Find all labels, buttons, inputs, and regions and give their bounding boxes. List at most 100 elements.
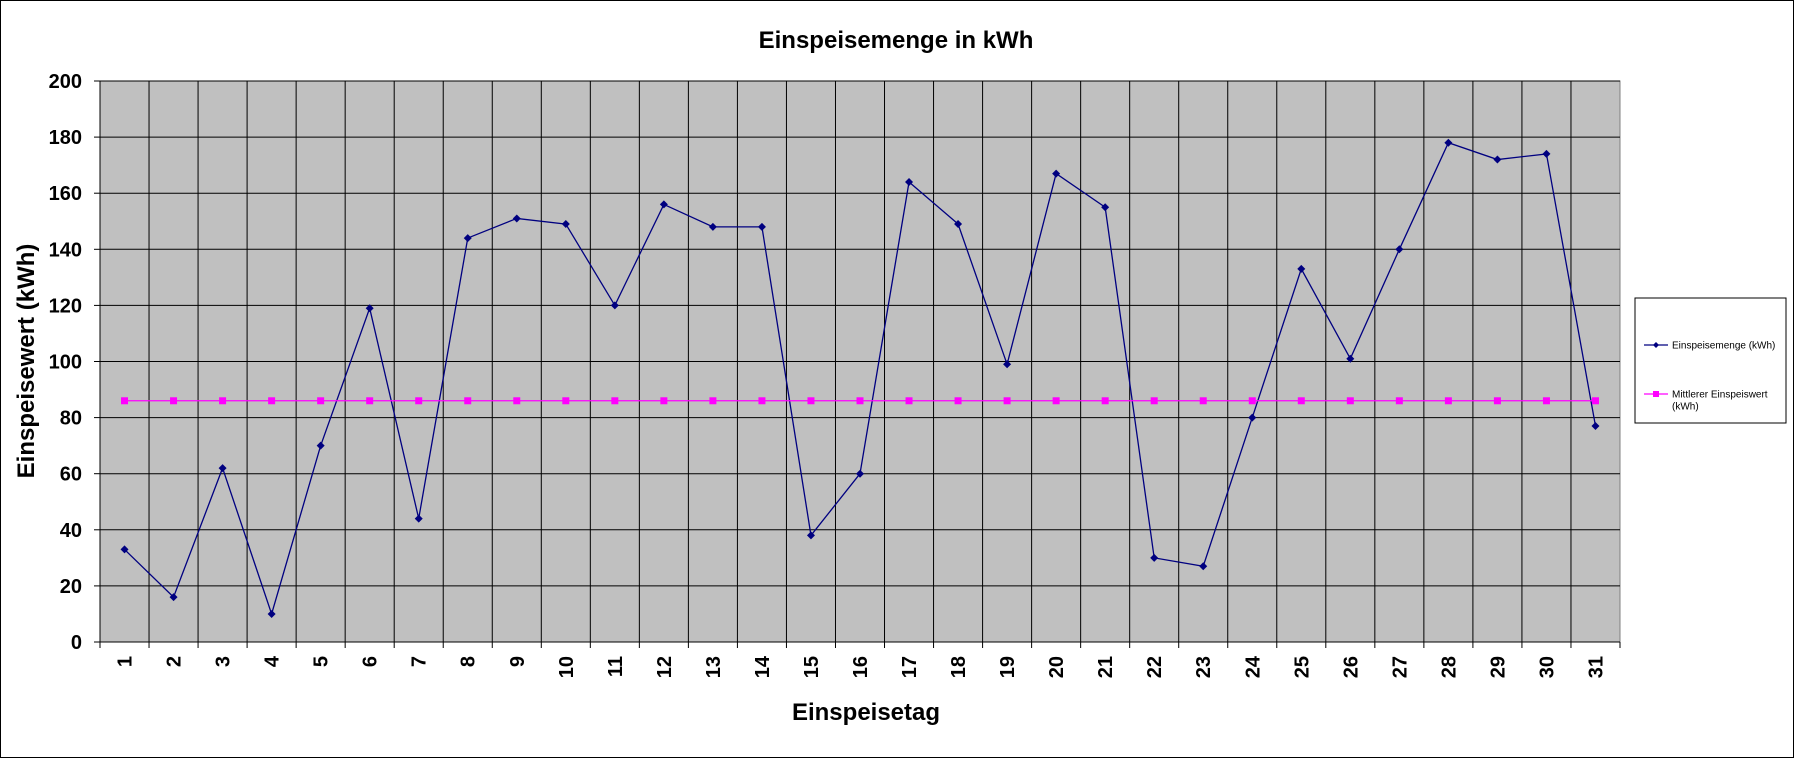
data-point <box>1199 397 1207 405</box>
data-point <box>1101 397 1109 405</box>
data-point <box>415 397 423 405</box>
data-point <box>317 397 325 405</box>
x-tick-label: 6 <box>360 656 382 667</box>
y-tick-label: 200 <box>49 71 82 93</box>
data-point <box>1052 397 1060 405</box>
data-point <box>1150 397 1158 405</box>
x-tick-label: 27 <box>1389 656 1411 678</box>
data-point <box>905 397 913 405</box>
data-point <box>807 397 815 405</box>
x-tick-label: 23 <box>1193 656 1215 678</box>
data-point <box>169 593 178 602</box>
data-point <box>611 397 619 405</box>
x-tick-label: 28 <box>1438 656 1460 678</box>
data-point <box>660 397 668 405</box>
x-tick-label: 1 <box>115 656 137 667</box>
x-tick-label: 29 <box>1487 656 1509 678</box>
series-layer <box>120 138 1600 618</box>
x-tick-label: 22 <box>1144 656 1166 678</box>
y-tick-label: 0 <box>71 632 82 654</box>
y-tick-label: 120 <box>49 295 82 317</box>
data-point <box>1297 397 1305 405</box>
legend-label: Einspeisemenge (kWh) <box>1672 341 1775 352</box>
x-tick-label: 14 <box>752 655 774 678</box>
x-tick-label: 26 <box>1340 656 1362 678</box>
data-point <box>708 222 717 231</box>
x-tick-label: 31 <box>1585 656 1607 678</box>
data-point <box>365 304 374 313</box>
data-point <box>954 220 963 229</box>
data-point <box>806 531 815 540</box>
data-point <box>905 177 914 186</box>
x-tick-label: 9 <box>507 656 529 667</box>
data-point <box>1003 397 1011 405</box>
x-axis-ticks: 1 2 3 4 5 6 7 8 9 10 11 12 13 14 15 16 17 18 19 20 21 22 23 24 2… <box>99 642 1621 678</box>
data-point <box>218 464 227 473</box>
x-tick-label: 18 <box>948 656 970 678</box>
data-point <box>170 397 178 405</box>
legend-label: Mittlerer Einspeiswert (kWh) <box>1672 390 1768 413</box>
y-tick-label: 180 <box>49 127 82 149</box>
data-point <box>1101 203 1110 212</box>
data-point <box>1395 397 1403 405</box>
x-tick-label: 2 <box>164 656 186 667</box>
data-point <box>1493 155 1502 164</box>
data-point <box>219 397 227 405</box>
data-point <box>513 397 521 405</box>
data-point <box>512 214 521 223</box>
legend-swatch-marker <box>1653 342 1659 348</box>
data-point <box>1493 397 1501 405</box>
x-tick-label: 30 <box>1536 656 1558 678</box>
y-tick-label: 40 <box>60 520 82 542</box>
data-point <box>366 397 374 405</box>
x-tick-label: 15 <box>801 656 823 678</box>
data-point <box>1346 354 1355 363</box>
data-point <box>1052 169 1061 178</box>
data-point <box>1591 397 1599 405</box>
data-point <box>1248 413 1257 422</box>
data-point <box>562 397 570 405</box>
data-point <box>1003 360 1012 369</box>
legend-swatch-marker <box>1653 391 1659 397</box>
data-point <box>316 441 325 450</box>
x-tick-label: 24 <box>1242 655 1264 678</box>
y-tick-label: 140 <box>49 239 82 261</box>
legend: Einspeisemenge (kWh) Mittlerer Einspeiswe… <box>1634 297 1787 424</box>
x-tick-label: 20 <box>1046 656 1068 678</box>
x-tick-label: 12 <box>654 656 676 678</box>
data-point <box>1297 264 1306 273</box>
y-axis-ticks: 0 20 40 60 80 100 120 140 160 180 200 <box>49 71 100 654</box>
data-point <box>414 514 423 523</box>
x-tick-label: 7 <box>409 656 431 667</box>
x-tick-label: 17 <box>899 656 921 678</box>
data-point <box>463 234 472 243</box>
data-point <box>464 397 472 405</box>
data-point <box>1150 553 1159 562</box>
x-tick-label: 25 <box>1291 656 1313 678</box>
data-point <box>1542 397 1550 405</box>
x-tick-label: 13 <box>703 656 725 678</box>
series-1 <box>120 138 1600 618</box>
data-point <box>954 397 962 405</box>
y-axis-title: Einspeisewert (kWh) <box>13 244 40 479</box>
data-point <box>757 222 766 231</box>
data-point <box>121 397 129 405</box>
data-point <box>856 397 864 405</box>
data-point <box>1444 397 1452 405</box>
data-point <box>1444 138 1453 147</box>
x-tick-label: 21 <box>1095 656 1117 678</box>
data-point <box>610 301 619 310</box>
legend-box <box>1634 297 1787 424</box>
x-tick-label: 3 <box>213 656 235 667</box>
x-tick-label: 5 <box>311 656 333 667</box>
series-2 <box>121 397 1599 405</box>
data-point <box>1395 245 1404 254</box>
data-point <box>1542 149 1551 158</box>
y-tick-label: 80 <box>60 408 82 430</box>
chart-title: Einspeisemenge in kWh <box>759 27 1034 54</box>
y-tick-label: 160 <box>49 183 82 205</box>
data-point <box>1248 397 1256 405</box>
data-point <box>659 200 668 209</box>
